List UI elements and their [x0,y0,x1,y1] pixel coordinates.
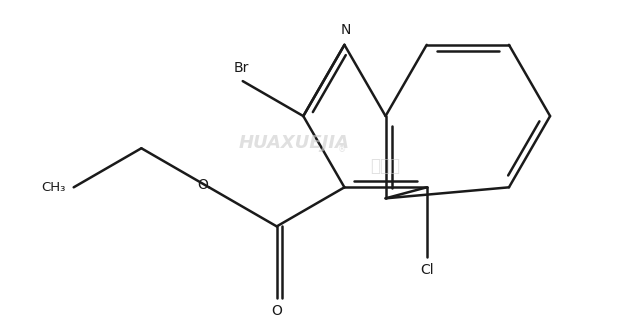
Text: Cl: Cl [420,263,434,277]
Text: O: O [271,304,282,318]
Text: 化学加: 化学加 [370,157,401,175]
Text: Br: Br [234,61,249,76]
Text: N: N [340,23,351,37]
Text: HUAXUEJIA: HUAXUEJIA [238,134,349,153]
Text: CH₃: CH₃ [41,181,66,194]
Text: ®: ® [338,145,346,154]
Text: O: O [197,178,208,192]
